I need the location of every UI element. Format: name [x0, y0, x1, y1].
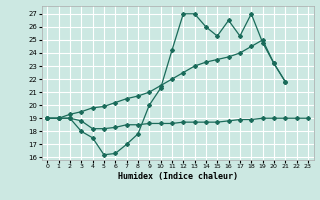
X-axis label: Humidex (Indice chaleur): Humidex (Indice chaleur) [118, 172, 237, 181]
